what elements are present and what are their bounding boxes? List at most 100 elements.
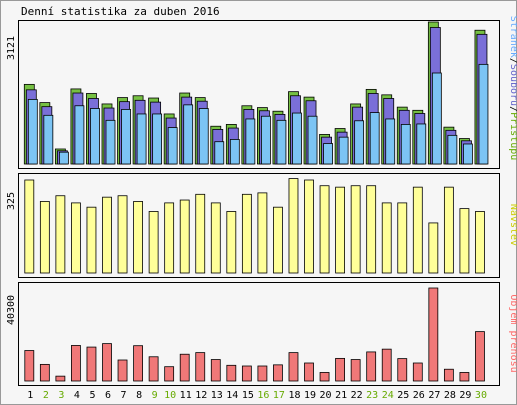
bar-Objem přenosu-day-26	[412, 362, 423, 382]
bar-Návštěv-day-29	[459, 208, 470, 274]
bar-Návštěv-day-26	[412, 186, 423, 274]
bar-Objem přenosu-day-20	[319, 372, 330, 382]
legend-kbytes: Objem přenosu	[508, 294, 517, 372]
bar-Objem přenosu-day-4	[71, 345, 81, 382]
bar-Objem přenosu-day-11	[179, 353, 190, 382]
bar-Návštěv-day-12	[195, 193, 206, 274]
bar-Objem přenosu-day-30	[475, 331, 485, 382]
bar-Stránek-day-27	[431, 72, 442, 165]
bar-Stránek-day-26	[416, 123, 427, 165]
bar-Návštěv-day-17	[273, 206, 283, 274]
bar-Návštěv-day-25	[397, 202, 408, 274]
bar-Objem přenosu-day-8	[133, 345, 143, 382]
bar-Stránek-day-12	[198, 108, 209, 165]
bar-Objem přenosu-day-14	[226, 364, 237, 382]
bar-Objem přenosu-day-16	[257, 365, 268, 382]
bar-Stránek-day-6	[105, 119, 116, 165]
bar-Návštěv-day-28	[443, 186, 454, 274]
bar-Stránek-day-30	[478, 63, 489, 165]
day-label-24: 24	[382, 390, 394, 401]
bar-Návštěv-day-6	[102, 196, 112, 274]
bar-Objem přenosu-day-6	[102, 343, 112, 382]
bar-Návštěv-day-1	[24, 179, 35, 274]
bar-Objem přenosu-day-29	[459, 372, 470, 382]
bar-Stránek-day-2	[43, 114, 54, 165]
bar-Návštěv-day-27	[428, 222, 439, 274]
bar-Objem přenosu-day-12	[195, 352, 206, 382]
bar-Objem přenosu-day-25	[397, 358, 408, 382]
bar-Stránek-day-1	[27, 98, 38, 165]
bar-Objem přenosu-day-19	[304, 362, 314, 382]
bar-Návštěv-day-16	[257, 192, 268, 274]
day-label-9: 9	[152, 390, 158, 401]
bar-Stránek-day-11	[183, 104, 194, 165]
bar-Objem přenosu-day-27	[428, 287, 439, 382]
day-label-7: 7	[121, 390, 127, 401]
bar-Stránek-day-3	[58, 151, 69, 165]
panel-kbytes: 40300 Objem přenosu	[6, 282, 517, 386]
day-label-25: 25	[397, 390, 409, 401]
bar-Objem přenosu-day-21	[335, 357, 346, 382]
bar-Stránek-day-29	[463, 143, 473, 165]
day-label-10: 10	[164, 390, 176, 401]
bar-Návštěv-day-2	[39, 201, 50, 274]
bar-Stránek-day-28	[447, 134, 458, 165]
day-label-2: 2	[43, 390, 49, 401]
bar-Návštěv-day-24	[381, 202, 392, 274]
legend-item-visits: Návštěv	[508, 204, 517, 246]
bar-Stránek-day-7	[121, 109, 131, 165]
bar-Objem přenosu-day-1	[24, 350, 35, 382]
axis-max-label-kbytes: 40300	[6, 295, 17, 325]
day-label-27: 27	[428, 390, 440, 401]
bar-Stránek-day-20	[323, 143, 333, 165]
legend-item-traffic: /	[508, 106, 517, 112]
bar-Stránek-day-24	[385, 118, 396, 165]
bar-Stránek-day-4	[74, 105, 85, 165]
axis-max-label-visits: 325	[6, 192, 17, 210]
day-label-28: 28	[444, 390, 456, 401]
day-label-11: 11	[180, 390, 192, 401]
day-label-5: 5	[89, 390, 95, 401]
bar-Stránek-day-14	[229, 139, 240, 165]
bar-Návštěv-day-11	[179, 199, 190, 274]
day-label-14: 14	[226, 390, 238, 401]
bar-Návštěv-day-15	[241, 193, 252, 274]
bar-Stránek-day-10	[167, 127, 178, 165]
day-label-1: 1	[27, 390, 33, 401]
bar-Stránek-day-22	[354, 120, 365, 165]
bar-Návštěv-day-18	[288, 178, 299, 274]
bar-Stránek-day-9	[152, 113, 163, 165]
legend-visits: Návštěv	[508, 204, 517, 246]
bar-Stránek-day-13	[214, 141, 225, 165]
bar-Stránek-day-23	[369, 112, 380, 165]
day-label-19: 19	[304, 390, 316, 401]
day-label-30: 30	[475, 390, 487, 401]
day-label-3: 3	[58, 390, 64, 401]
day-label-20: 20	[320, 390, 332, 401]
legend-item-kbytes: Objem přenosu	[508, 294, 517, 372]
bar-Návštěv-day-21	[335, 186, 346, 274]
day-label-26: 26	[413, 390, 425, 401]
day-label-16: 16	[257, 390, 269, 401]
bar-Návštěv-day-23	[366, 185, 377, 274]
bar-Návštěv-day-10	[164, 202, 175, 274]
axis-max-label-traffic: 3121	[6, 36, 17, 60]
bar-Objem přenosu-day-22	[350, 359, 361, 382]
bar-Stránek-day-17	[276, 119, 287, 165]
bar-Objem přenosu-day-18	[288, 352, 299, 382]
bar-Objem přenosu-day-17	[273, 364, 283, 382]
legend-item-traffic: Stránek	[508, 16, 517, 58]
bar-Objem přenosu-day-5	[86, 346, 97, 382]
bar-Stránek-day-19	[307, 115, 318, 165]
bar-Stránek-day-5	[90, 108, 100, 165]
bar-Stránek-day-21	[338, 136, 349, 165]
bar-Objem přenosu-day-23	[366, 351, 377, 382]
bar-Návštěv-day-30	[475, 211, 485, 274]
bar-Objem přenosu-day-3	[55, 375, 66, 382]
bar-Objem přenosu-day-10	[164, 366, 175, 382]
bar-Objem přenosu-day-15	[241, 365, 252, 382]
day-label-13: 13	[211, 390, 223, 401]
